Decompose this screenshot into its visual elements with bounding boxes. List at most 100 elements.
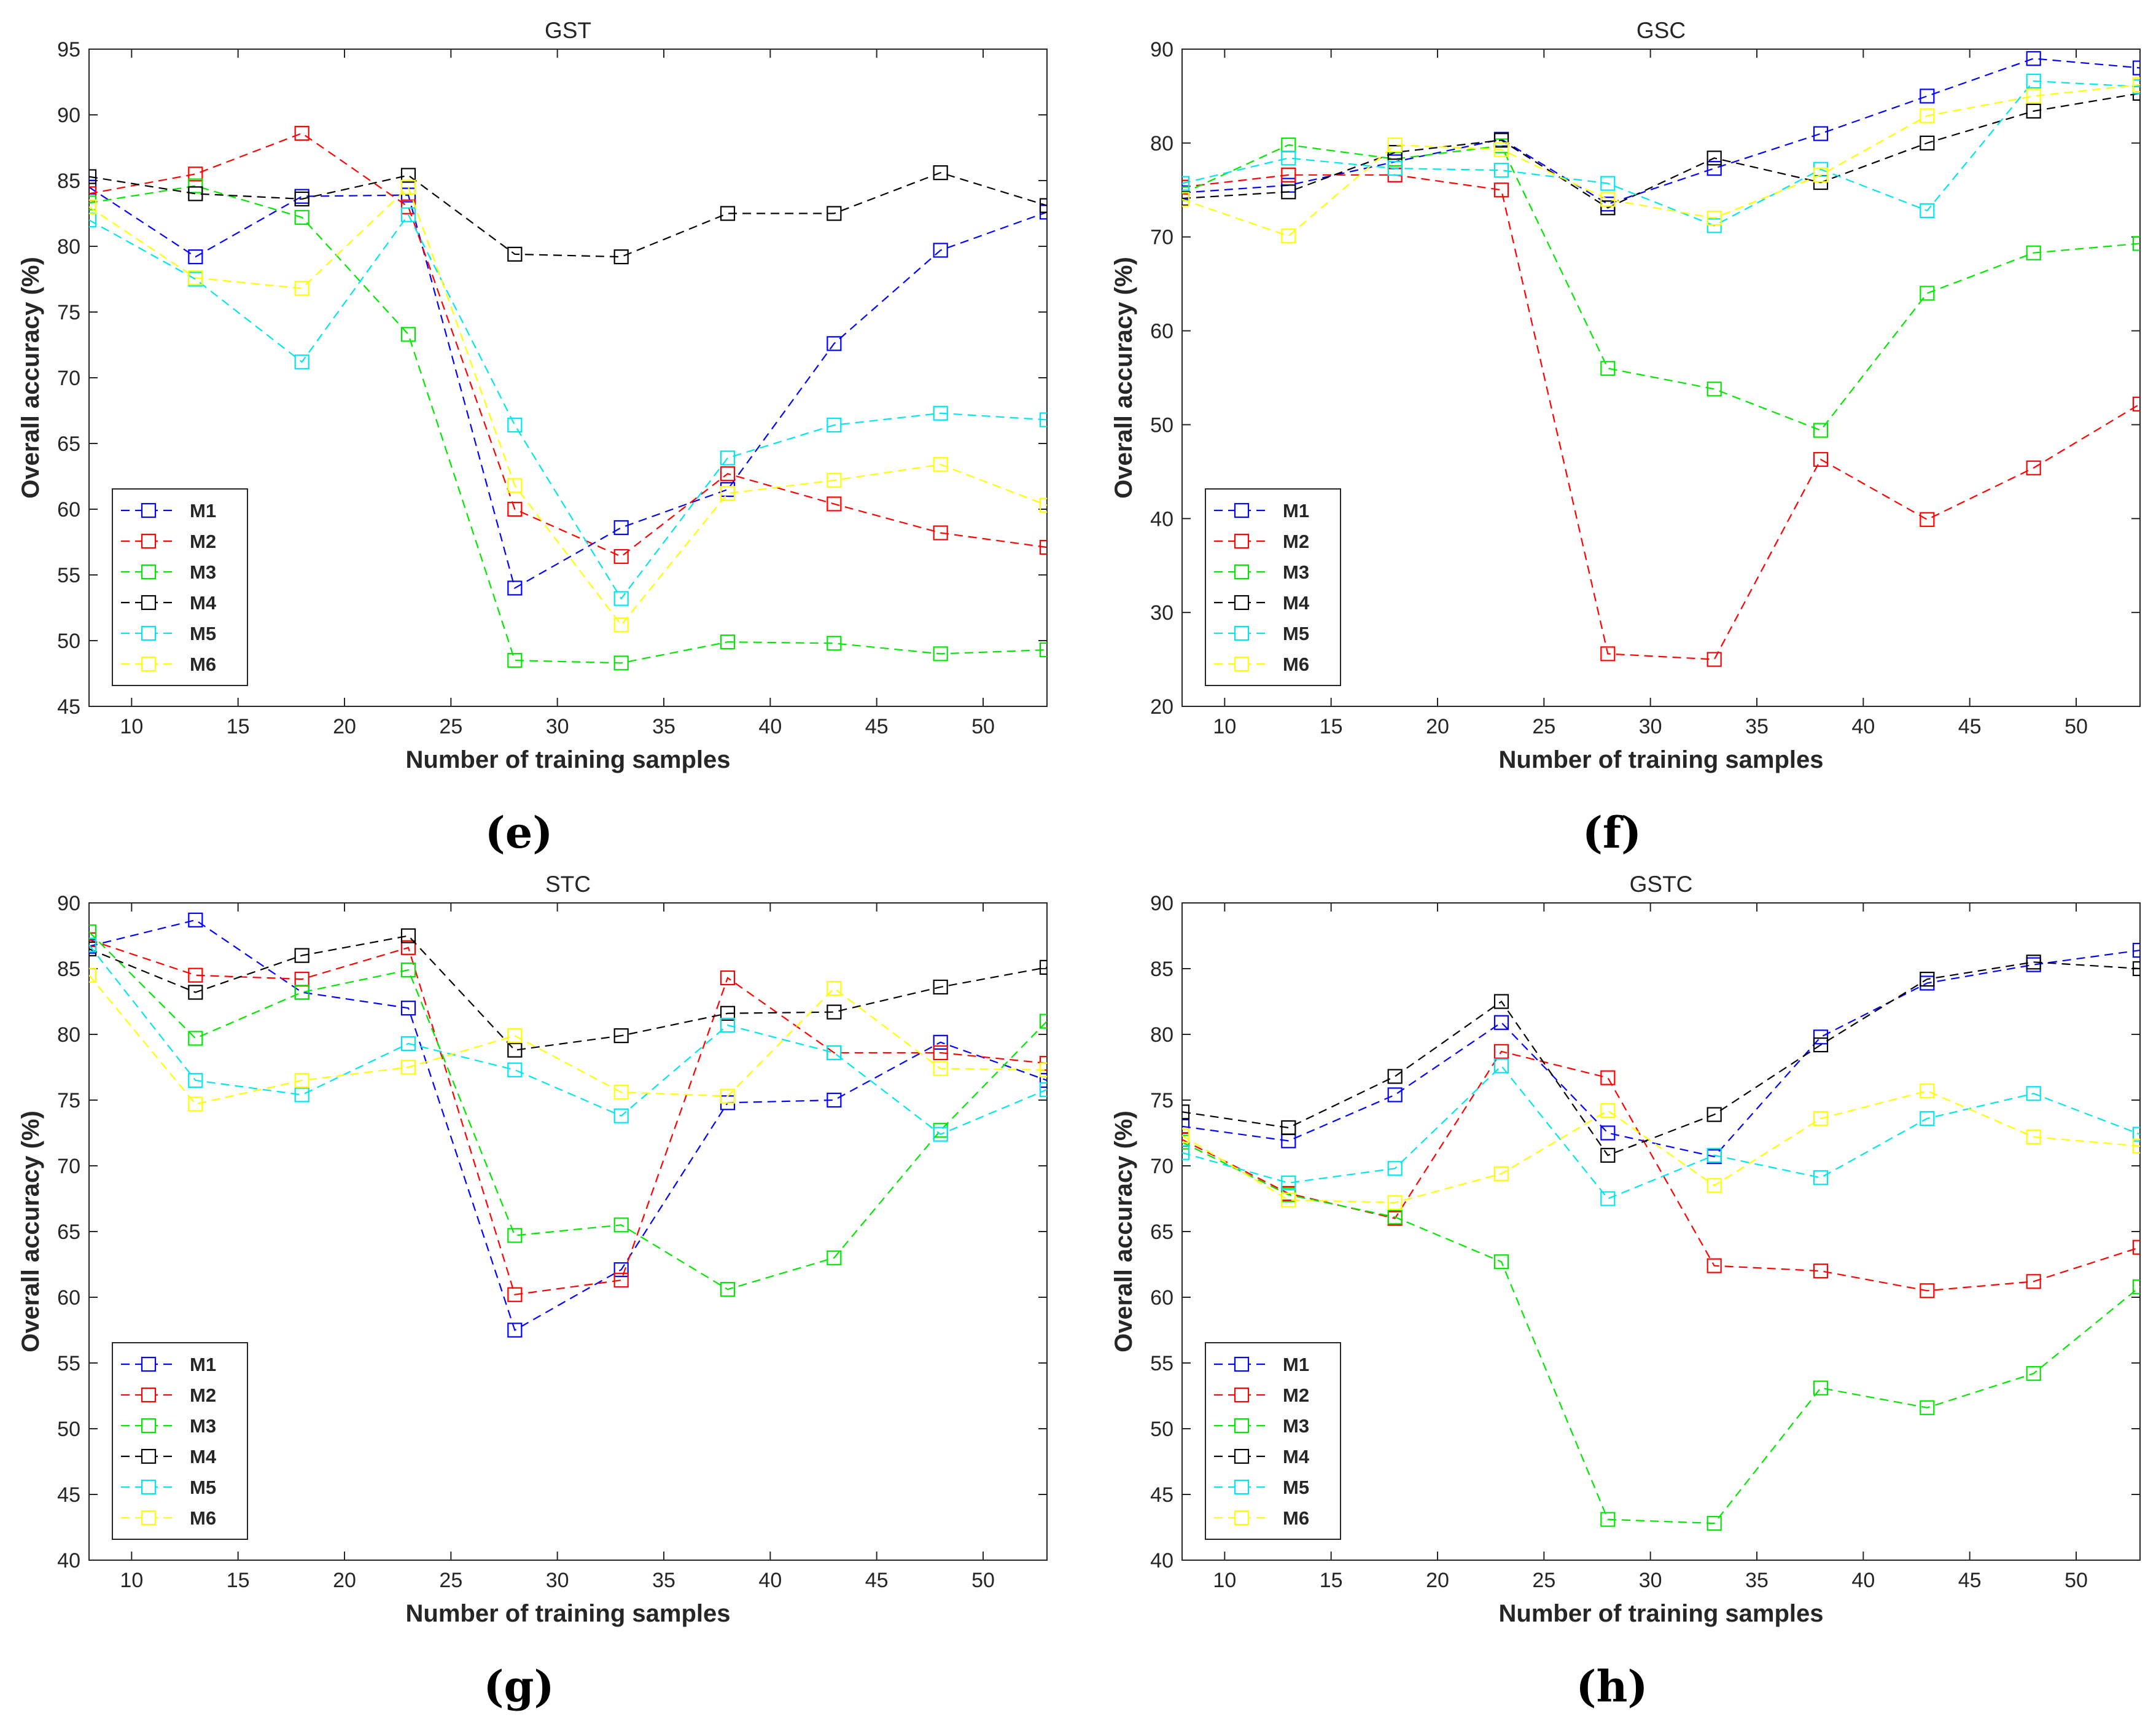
legend-entry: M4 <box>190 592 217 614</box>
data-point <box>1387 137 1403 153</box>
legend-entry: M2 <box>1283 1384 1309 1406</box>
y-tick-label: 55 <box>57 564 80 587</box>
legend-marker <box>141 1387 157 1403</box>
data-point <box>400 1060 416 1075</box>
data-point <box>294 1072 309 1088</box>
y-tick-label: 45 <box>1150 1483 1173 1507</box>
chart-panel-gstc: GSTC 10 15 20 25 30 35 40 45 50 40 45 50 55 60 65 70 75 80… <box>1110 872 2141 1627</box>
data-point <box>1707 1107 1722 1122</box>
series-m5 <box>1182 1058 2140 1206</box>
x-tick-label: 45 <box>865 1569 889 1592</box>
data-point <box>294 125 309 141</box>
series-line <box>1182 961 2140 1157</box>
legend-entry: M4 <box>190 1446 217 1467</box>
data-point <box>2026 88 2041 104</box>
data-point <box>507 1028 523 1044</box>
data-point <box>1813 1263 1829 1279</box>
data-point <box>294 948 309 963</box>
data-point <box>613 549 629 564</box>
series-line <box>1182 1064 2140 1200</box>
data-point <box>1387 1195 1403 1211</box>
x-tick-label: 35 <box>1745 1569 1769 1592</box>
legend-entry: M2 <box>190 1384 216 1406</box>
series-line <box>1182 80 2140 227</box>
data-point <box>1813 1170 1829 1185</box>
data-point <box>1281 167 1296 182</box>
legend-entry: M4 <box>1283 592 1310 614</box>
x-tick-label: 25 <box>1532 1569 1555 1592</box>
legend-entry: M2 <box>1283 531 1309 552</box>
data-point <box>1182 1128 1190 1143</box>
data-point <box>507 1322 523 1338</box>
legend-marker <box>141 1418 157 1434</box>
legend-marker <box>141 1479 157 1495</box>
data-point <box>1387 1087 1403 1103</box>
plot-area <box>1181 902 2141 1561</box>
data-point <box>1813 1111 1829 1127</box>
data-point <box>827 417 842 433</box>
series-line <box>89 171 1047 258</box>
x-tick-label: 40 <box>1851 715 1875 738</box>
y-tick-label: 80 <box>57 1023 80 1047</box>
data-point <box>1920 1111 1935 1127</box>
data-point <box>188 985 203 1000</box>
data-point <box>400 179 416 195</box>
x-axis-label: Number of training samples <box>406 1600 731 1627</box>
series-line <box>89 935 1047 1051</box>
legend-marker <box>141 502 157 518</box>
data-point <box>827 1250 842 1265</box>
legend-entry: M3 <box>1283 561 1309 583</box>
x-tick-label: 45 <box>1958 1569 1982 1592</box>
data-point <box>294 354 309 370</box>
data-point <box>1039 198 1047 213</box>
y-tick-label: 70 <box>1150 226 1173 249</box>
x-tick-label: 45 <box>865 715 889 738</box>
data-point <box>89 199 97 214</box>
data-point <box>720 206 736 221</box>
data-point <box>1600 1125 1616 1141</box>
series-m4 <box>89 165 1047 265</box>
data-point <box>720 970 736 986</box>
y-tick-label: 65 <box>57 432 80 456</box>
legend-marker <box>1234 625 1250 641</box>
data-point <box>1707 1258 1722 1273</box>
data-point <box>1493 182 1509 198</box>
x-tick-label: 10 <box>120 715 143 738</box>
data-point <box>188 178 203 193</box>
y-tick-label: 95 <box>57 38 80 61</box>
data-point <box>933 979 948 995</box>
y-axis-label: Overall accuracy (%) <box>1110 1111 1137 1353</box>
y-tick-label: 80 <box>1150 132 1173 155</box>
x-tick-label: 20 <box>1426 715 1449 738</box>
data-point <box>89 967 97 983</box>
x-tick-label: 30 <box>546 1569 569 1592</box>
legend-marker <box>1234 1479 1250 1495</box>
legend-entry: M1 <box>1283 1354 1309 1375</box>
data-point <box>1281 184 1296 200</box>
data-point <box>1707 150 1722 166</box>
chart-title: GSTC <box>1630 872 1693 897</box>
data-point <box>1039 642 1047 658</box>
series-line <box>89 186 1047 590</box>
data-point <box>294 209 309 225</box>
y-tick-label: 60 <box>57 1286 80 1310</box>
legend: M1 M2 M3 M4 M5 M6 <box>112 488 248 686</box>
y-tick-label: 20 <box>1150 695 1173 719</box>
x-tick-label: 30 <box>1639 1569 1662 1592</box>
data-point <box>827 496 842 512</box>
legend-marker <box>141 1448 157 1464</box>
series-line <box>89 185 1047 627</box>
series-line <box>1182 174 2140 660</box>
data-point <box>89 213 97 228</box>
data-point <box>1920 1400 1935 1415</box>
y-tick-label: 70 <box>1150 1155 1173 1178</box>
data-point <box>1039 1072 1047 1088</box>
panel-label: (f) <box>1582 807 1641 858</box>
y-tick-label: 45 <box>57 695 80 719</box>
data-point <box>1707 218 1722 233</box>
legend-marker <box>141 533 157 549</box>
legend-marker <box>1234 1448 1250 1464</box>
y-tick-label: 70 <box>57 367 80 390</box>
y-tick-label: 50 <box>1150 1418 1173 1441</box>
